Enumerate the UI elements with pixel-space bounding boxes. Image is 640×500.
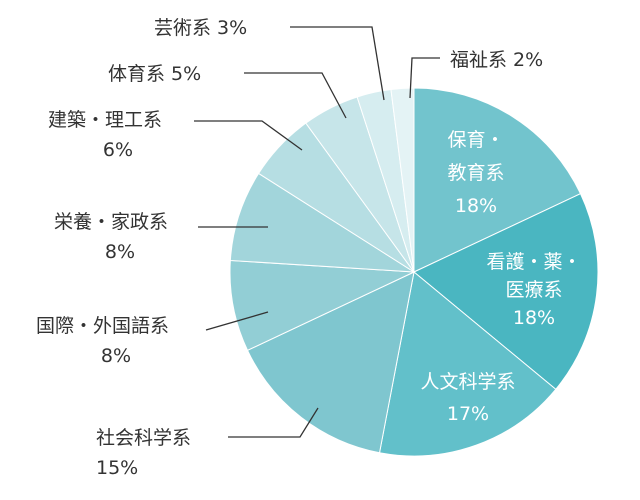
slice-value-label: 6% (103, 139, 133, 161)
leader-line (244, 72, 347, 119)
slice-label: 建築・理工系 (48, 109, 162, 131)
slice-value-label: 15% (96, 457, 138, 479)
slice-value-label: 18% (513, 307, 555, 329)
pie-slice (229, 259, 415, 352)
pie-slice (413, 192, 599, 390)
pie-slice (229, 172, 415, 273)
slice-label: 栄養・家政系 (54, 211, 168, 233)
leader-line (290, 26, 385, 101)
slice-value-label: 18% (455, 195, 497, 217)
slice-label: 社会科学系 (96, 427, 191, 449)
slice-value-label: 8% (101, 345, 131, 367)
pie-slice (246, 271, 415, 454)
slice-label: 体育系 5% (108, 63, 201, 85)
leader-line (194, 120, 303, 151)
slice-value-label: 17% (447, 403, 489, 425)
slice-label: 看護・薬・ (486, 251, 581, 273)
pie-slice (390, 87, 415, 273)
slice-label: 芸術系 3% (154, 17, 247, 39)
leader-line (228, 407, 319, 438)
pie-slice (378, 271, 557, 457)
slice-label: 人文科学系 (420, 371, 515, 393)
leader-line (205, 311, 269, 331)
slice-label: 医療系 (505, 279, 562, 301)
slice-label: 保育・ (447, 129, 504, 151)
pie-slice (413, 87, 582, 273)
slice-label: 福祉系 2% (450, 49, 543, 71)
slice-label: 国際・外国語系 (36, 315, 169, 337)
slice-label: 教育系 (447, 162, 504, 184)
leader-line (409, 57, 440, 99)
slice-value-label: 8% (105, 241, 135, 263)
